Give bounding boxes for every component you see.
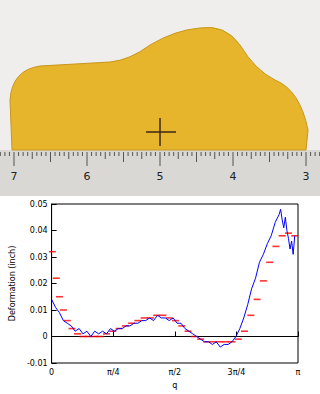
svg-text:0.01: 0.01 [30, 306, 48, 315]
svg-text:0.02: 0.02 [30, 279, 48, 288]
svg-text:Deformation (inch): Deformation (inch) [8, 246, 17, 322]
svg-text:0: 0 [43, 332, 48, 341]
svg-text:π: π [296, 368, 301, 377]
svg-text:0.05: 0.05 [30, 200, 48, 209]
svg-text:-0.01: -0.01 [27, 359, 48, 368]
svg-text:6: 6 [84, 170, 91, 183]
svg-text:0.03: 0.03 [30, 253, 48, 262]
svg-text:7: 7 [11, 170, 18, 183]
svg-text:3: 3 [303, 170, 310, 183]
svg-text:q: q [172, 381, 177, 390]
svg-text:0.04: 0.04 [30, 226, 48, 235]
svg-text:3π/4: 3π/4 [228, 368, 246, 377]
svg-text:π/2: π/2 [168, 368, 181, 377]
svg-text:π/4: π/4 [107, 368, 120, 377]
svg-text:5: 5 [157, 170, 164, 183]
svg-text:4: 4 [230, 170, 237, 183]
svg-text:0: 0 [49, 368, 54, 377]
